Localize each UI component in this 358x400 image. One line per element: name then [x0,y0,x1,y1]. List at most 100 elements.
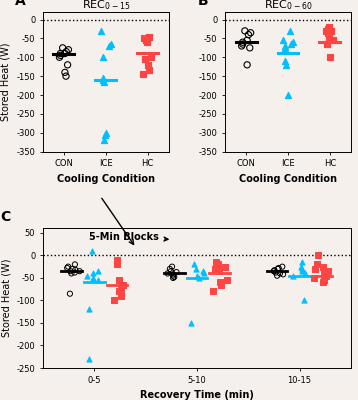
Point [218,282,224,288]
Point [302,270,308,277]
Point [240,39,246,45]
Point [188,320,193,326]
Point [67,290,73,297]
Point [273,269,279,276]
Point [170,271,176,278]
Point [326,32,332,38]
Point [100,54,106,60]
Point [223,264,228,270]
Point [213,266,218,272]
Point [271,267,277,274]
Point [280,271,286,278]
Point [330,37,336,44]
Point [86,356,92,362]
Point [68,270,74,277]
Point [90,275,96,281]
Point [201,270,207,277]
Point [141,35,147,42]
Point [289,41,294,47]
Point [72,269,78,276]
Point [276,265,281,271]
Point [321,277,326,283]
Point [65,264,71,270]
Point [108,41,113,47]
Point [247,45,253,51]
Point [165,270,170,277]
Point [326,24,332,30]
Point [102,132,108,138]
Point [242,28,248,34]
Y-axis label: Stored Heat (W): Stored Heat (W) [1,42,11,121]
Point [103,130,109,136]
Point [191,261,197,268]
Point [280,264,285,270]
Point [216,268,222,274]
Point [320,279,326,286]
Point [239,43,245,49]
Point [282,43,288,49]
Point [140,71,146,78]
Point [91,270,96,277]
Point [101,79,107,85]
Point [77,268,82,274]
Point [320,264,326,270]
Point [115,257,120,263]
Text: 5-Min Blocks: 5-Min Blocks [89,232,168,242]
Point [283,62,289,68]
X-axis label: Cooling Condition: Cooling Condition [57,174,155,184]
Point [84,272,90,279]
Point [58,50,63,57]
Point [100,77,106,83]
Point [111,297,117,304]
Point [68,268,73,274]
Point [326,35,332,42]
Point [282,58,288,64]
Point [325,30,331,36]
X-axis label: Cooling Condition: Cooling Condition [239,174,337,184]
Point [200,268,206,274]
Point [170,272,176,279]
Point [66,46,71,53]
Text: B: B [198,0,208,8]
Point [57,54,62,60]
Point [62,50,68,57]
Point [246,32,251,38]
Point [217,279,223,286]
Point [144,39,150,45]
Point [275,266,281,272]
Point [72,261,78,268]
Point [144,37,149,44]
Point [327,54,333,60]
Point [313,266,318,272]
Point [174,269,179,275]
Point [95,277,101,283]
Point [58,52,63,58]
Point [86,306,92,313]
Point [60,45,66,51]
Point [328,28,334,34]
Point [143,37,149,44]
Point [98,28,104,34]
Point [142,56,147,62]
Point [282,45,288,51]
Point [106,43,112,49]
Title: REC$_{0-15}$: REC$_{0-15}$ [82,0,130,12]
Point [244,37,250,44]
Point [240,41,246,47]
Point [118,293,124,299]
Point [148,54,154,60]
Point [323,272,329,279]
Text: C: C [0,210,10,224]
Text: A: A [15,0,26,8]
Title: REC$_{0-60}$: REC$_{0-60}$ [264,0,312,12]
Point [321,270,327,277]
Point [89,248,95,254]
Point [193,266,199,272]
Point [274,272,280,279]
Point [277,270,283,277]
Point [314,261,320,268]
Point [325,268,331,274]
Point [118,286,124,292]
Point [70,266,76,272]
Point [298,264,304,270]
